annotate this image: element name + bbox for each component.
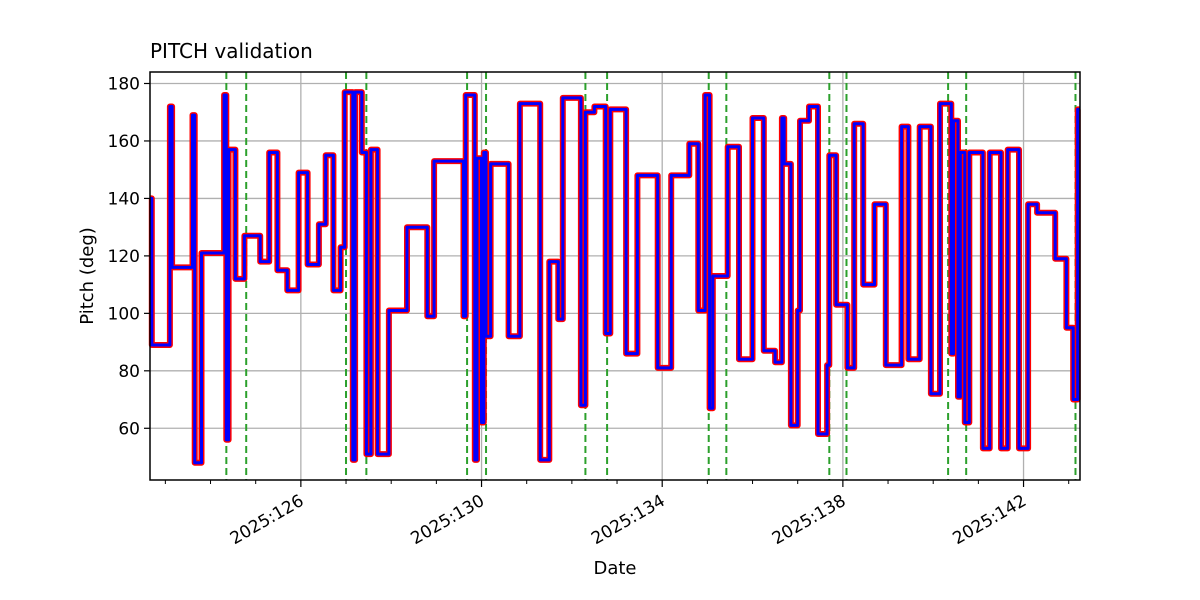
x-tick-label: 2025:134: [588, 491, 669, 549]
x-tick-label: 2025:130: [407, 491, 488, 549]
chart-title: PITCH validation: [150, 39, 313, 63]
y-tick-label: 80: [118, 362, 140, 382]
x-tick-label: 2025:138: [769, 491, 850, 549]
y-axis-label: Pitch (deg): [77, 227, 98, 325]
series-line: [149, 90, 1080, 465]
y-tick-label: 60: [118, 419, 140, 439]
y-tick-label: 140: [108, 189, 140, 209]
plot-frame: [149, 71, 1081, 481]
y-tick-label: 180: [108, 74, 140, 94]
y-axis-ticks: 60 80 100 120 140 160 180: [108, 74, 150, 439]
plot-series: [148, 89, 1081, 466]
x-tick-label: 2025:126: [227, 491, 308, 549]
x-axis-label: Date: [593, 558, 636, 579]
y-tick-label: 160: [108, 132, 140, 152]
y-tick-label: 100: [108, 304, 140, 324]
x-axis-ticks: 2025:126 2025:130 2025:134 2025:138 2025:142: [164, 480, 1070, 549]
x-tick-label: 2025:142: [950, 491, 1031, 549]
y-tick-label: 120: [108, 247, 140, 267]
